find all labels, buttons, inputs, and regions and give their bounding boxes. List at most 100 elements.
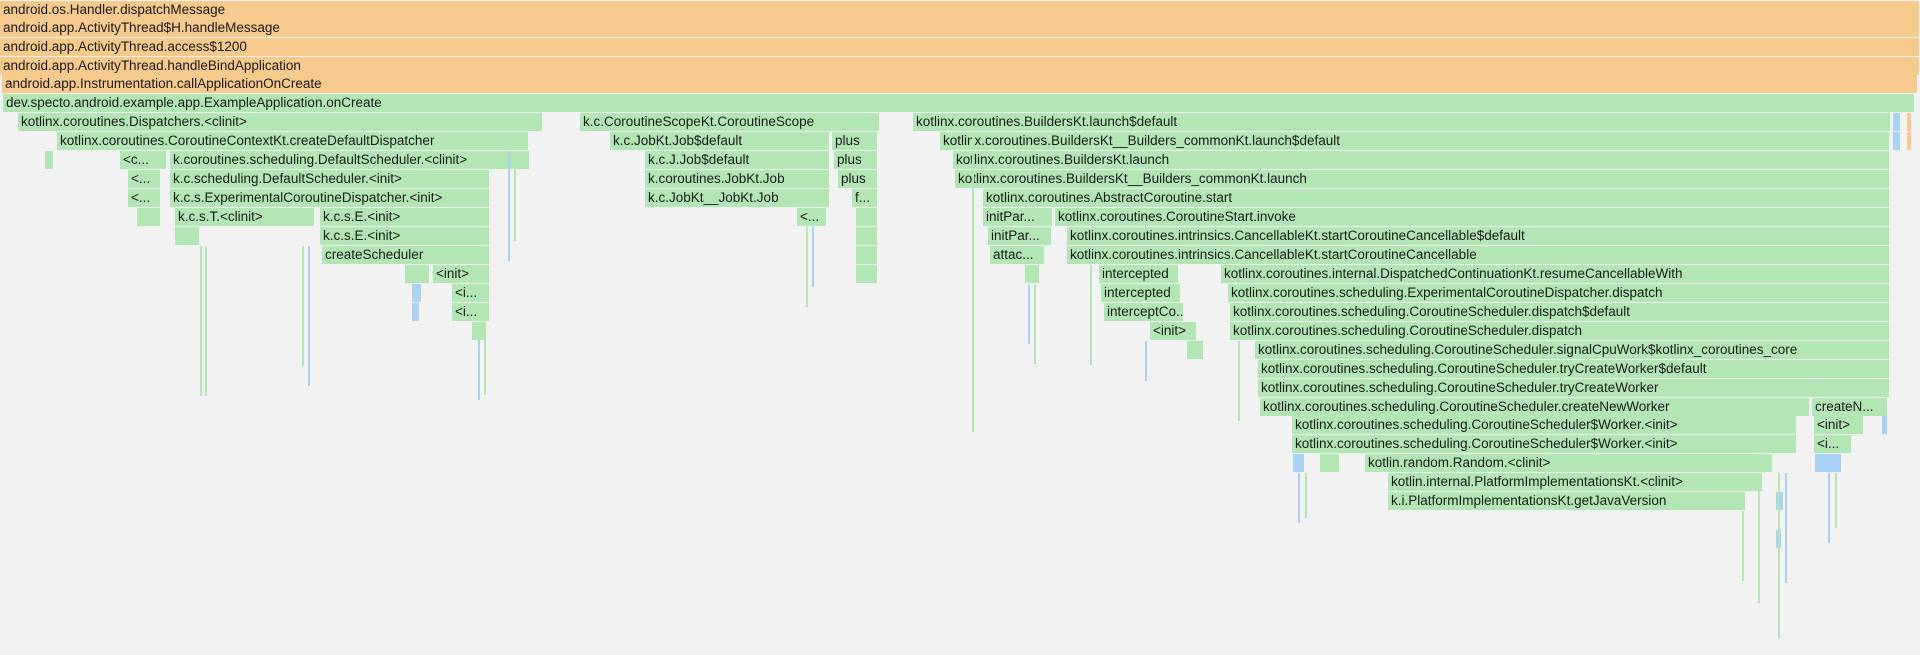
frame-random-clinit[interactable]: kotlin.random.Random.<clinit> (1365, 454, 1773, 472)
frame-label: dev.specto.android.example.app.ExampleAp… (6, 95, 382, 110)
frame-unlabeled[interactable] (1907, 132, 1912, 150)
frame-unlabeled[interactable] (856, 208, 878, 226)
frame-truncated[interactable]: <... (797, 208, 827, 226)
stack-sliver (1758, 473, 1760, 603)
frame-plus[interactable]: plus (834, 151, 878, 169)
frame-try-create-worker[interactable]: kotlinx.coroutines.scheduling.CoroutineS… (1258, 379, 1890, 397)
frame-unlabeled[interactable] (1907, 113, 1912, 131)
frame-unlabeled[interactable] (1882, 416, 1888, 434)
frame-label: kotlinx.coroutines.intrinsics.Cancellabl… (1070, 228, 1525, 243)
frame-unlabeled[interactable] (856, 265, 878, 283)
frame-init[interactable]: <init> (1150, 322, 1197, 340)
frame-label: k.c.s.E.<init> (323, 228, 401, 243)
frame-unlabeled[interactable] (45, 151, 54, 169)
frame-unlabeled[interactable] (856, 227, 878, 245)
frame-create-new-worker[interactable]: kotlinx.coroutines.scheduling.CoroutineS… (1260, 398, 1810, 416)
frame-builders-common-launch-default[interactable]: kotlinx.coroutines.BuildersKt__Builders_… (940, 132, 1890, 150)
frame-label: initPar... (991, 228, 1040, 243)
frame-unlabeled[interactable] (1320, 454, 1340, 472)
frame-handle-bind-application[interactable]: android.app.ActivityThread.handleBindApp… (0, 57, 1920, 75)
frame-start-coroutine-cancellable[interactable]: kotlinx.coroutines.intrinsics.Cancellabl… (1067, 246, 1890, 264)
frame-label: <i... (1817, 436, 1840, 451)
frame-unlabeled[interactable] (1893, 113, 1901, 131)
stack-sliver (972, 132, 974, 432)
frame-default-scheduler-clinit[interactable]: k.coroutines.scheduling.DefaultScheduler… (170, 151, 530, 169)
frame-coroutine-scope[interactable]: k.c.CoroutineScopeKt.CoroutineScope (580, 113, 880, 131)
frame-label: kotlinx.coroutines.internal.DispatchedCo… (1224, 266, 1683, 281)
frame-label: attac... (993, 247, 1034, 262)
frame-handler-dispatch-message[interactable]: android.os.Handler.dispatchMessage (0, 1, 1920, 19)
frame-init-truncated[interactable]: <i... (452, 303, 490, 321)
frame-create-new-truncated[interactable]: createN... (1812, 398, 1888, 416)
frame-f-truncated[interactable]: f... (852, 189, 878, 207)
frame-resume-cancellable-with[interactable]: kotlinx.coroutines.internal.DispatchedCo… (1221, 265, 1890, 283)
stack-sliver (806, 227, 808, 307)
frame-create-scheduler[interactable]: createScheduler (322, 246, 490, 264)
frame-scheduler-dispatch-default[interactable]: kotlinx.coroutines.scheduling.CoroutineS… (1230, 303, 1890, 321)
frame-init-truncated[interactable]: <i... (1814, 435, 1852, 453)
frame-init-par[interactable]: initPar... (983, 208, 1053, 226)
frame-abstract-coroutine-start[interactable]: kotlinx.coroutines.AbstractCoroutine.sta… (983, 189, 1890, 207)
frame-e-init[interactable]: k.c.s.E.<init> (320, 208, 490, 226)
frame-unlabeled[interactable] (1776, 492, 1784, 510)
frame-unlabeled[interactable] (1293, 454, 1305, 472)
frame-get-java-version[interactable]: k.i.PlatformImplementationsKt.getJavaVer… (1388, 492, 1746, 510)
frame-intercept-continuation[interactable]: interceptCo... (1104, 303, 1184, 321)
frame-truncated[interactable]: <... (128, 170, 161, 188)
frame-truncated[interactable]: <... (128, 189, 161, 207)
frame-job-kt-job-kt-job[interactable]: k.c.JobKt__JobKt.Job (645, 189, 830, 207)
frame-unlabeled[interactable] (1025, 265, 1040, 283)
frame-call-application-on-create[interactable]: android.app.Instrumentation.callApplicat… (2, 75, 1918, 93)
stack-sliver (1742, 511, 1744, 581)
stack-sliver (1238, 341, 1240, 421)
frame-unlabeled[interactable] (412, 303, 420, 321)
frame-label: plus (835, 133, 860, 148)
frame-builders-launch[interactable]: kotlinx.coroutines.BuildersKt.launch (953, 151, 1890, 169)
frame-example-application-on-create[interactable]: dev.specto.android.example.app.ExampleAp… (3, 94, 1915, 112)
frame-label: plus (837, 152, 862, 167)
frame-default-scheduler-init[interactable]: k.c.scheduling.DefaultScheduler.<init> (170, 170, 490, 188)
frame-unlabeled[interactable] (1893, 132, 1901, 150)
frame-intercepted[interactable]: intercepted (1099, 265, 1179, 283)
frame-init-par[interactable]: initPar... (988, 227, 1052, 245)
frame-worker-init[interactable]: kotlinx.coroutines.scheduling.CoroutineS… (1292, 416, 1797, 434)
frame-t-clinit[interactable]: k.c.s.T.<clinit> (175, 208, 315, 226)
frame-plus[interactable]: plus (838, 170, 878, 188)
frame-label: <i... (455, 304, 478, 319)
frame-init[interactable]: <init> (433, 265, 490, 283)
frame-dispatchers-clinit[interactable]: kotlinx.coroutines.Dispatchers.<clinit> (18, 113, 543, 131)
frame-platform-implementations-clinit[interactable]: kotlin.internal.PlatformImplementationsK… (1388, 473, 1763, 491)
frame-start-coroutine-cancellable-default[interactable]: kotlinx.coroutines.intrinsics.Cancellabl… (1067, 227, 1890, 245)
frame-unlabeled[interactable] (472, 322, 487, 340)
frame-attach[interactable]: attac... (990, 246, 1045, 264)
frame-unlabeled[interactable] (137, 208, 161, 226)
frame-signal-cpu-work[interactable]: kotlinx.coroutines.scheduling.CoroutineS… (1255, 341, 1890, 359)
frame-unlabeled[interactable] (856, 246, 878, 264)
frame-unlabeled[interactable] (405, 265, 430, 283)
frame-intercepted[interactable]: intercepted (1101, 284, 1181, 302)
frame-scheduler-dispatch[interactable]: kotlinx.coroutines.scheduling.CoroutineS… (1230, 322, 1890, 340)
frame-unlabeled[interactable] (1187, 341, 1204, 359)
frame-builders-launch-default[interactable]: kotlinx.coroutines.BuildersKt.launch$def… (913, 113, 1891, 131)
frame-experimental-dispatcher-dispatch[interactable]: kotlinx.coroutines.scheduling.Experiment… (1228, 284, 1890, 302)
frame-unlabeled[interactable] (175, 227, 200, 245)
frame-activity-thread-handle-message[interactable]: android.app.ActivityThread$H.handleMessa… (0, 19, 1920, 37)
frame-label: kotlinx.coroutines.scheduling.CoroutineS… (1263, 399, 1670, 414)
frame-try-create-worker-default[interactable]: kotlinx.coroutines.scheduling.CoroutineS… (1258, 360, 1890, 378)
frame-activity-thread-access[interactable]: android.app.ActivityThread.access$1200 (0, 38, 1920, 56)
frame-j-job-default[interactable]: k.c.J.Job$default (645, 151, 830, 169)
frame-unlabeled[interactable] (1815, 454, 1842, 472)
frame-coroutine-start-invoke[interactable]: kotlinx.coroutines.CoroutineStart.invoke (1055, 208, 1890, 226)
frame-init[interactable]: <init> (1814, 416, 1864, 434)
frame-builders-common-launch[interactable]: kotlinx.coroutines.BuildersKt__Builders_… (955, 170, 1890, 188)
frame-e-init[interactable]: k.c.s.E.<init> (320, 227, 490, 245)
frame-init-truncated[interactable]: <i... (452, 284, 490, 302)
frame-unlabeled[interactable] (412, 284, 422, 302)
frame-worker-init[interactable]: kotlinx.coroutines.scheduling.CoroutineS… (1292, 435, 1797, 453)
frame-plus[interactable]: plus (832, 132, 878, 150)
frame-experimental-dispatcher-init[interactable]: k.c.s.ExperimentalCoroutineDispatcher.<i… (170, 189, 490, 207)
frame-job-default[interactable]: k.c.JobKt.Job$default (610, 132, 830, 150)
frame-clinit-truncated[interactable]: <c... (120, 151, 167, 169)
frame-create-default-dispatcher[interactable]: kotlinx.coroutines.CoroutineContextKt.cr… (57, 132, 529, 150)
frame-job-kt-job[interactable]: k.coroutines.JobKt.Job (645, 170, 830, 188)
